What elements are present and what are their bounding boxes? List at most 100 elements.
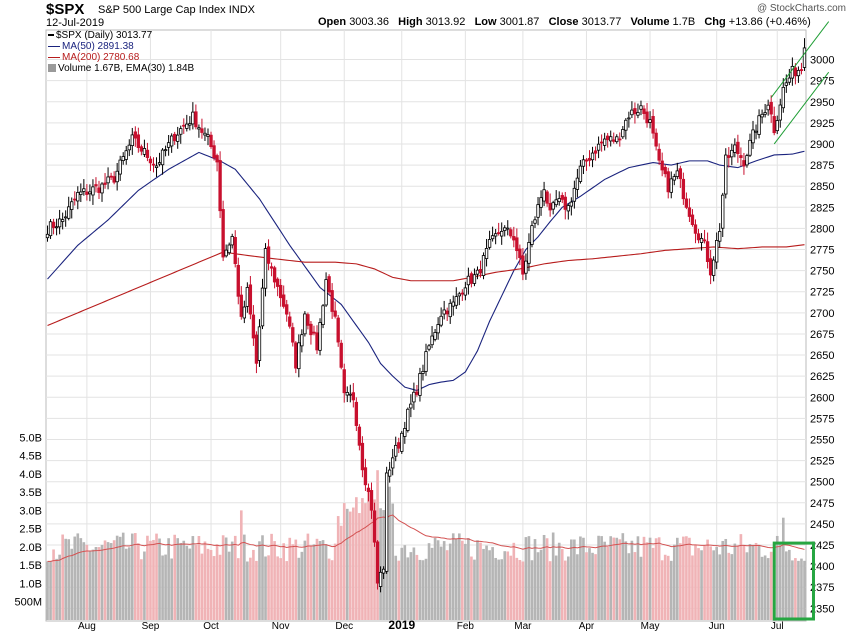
volume-bar	[433, 537, 437, 620]
legend-price: $SPX (Daily) 3013.77	[48, 30, 152, 41]
volume-bar	[785, 551, 788, 620]
volume-bar	[324, 544, 328, 620]
y-tick-label: 2550	[810, 434, 834, 446]
volume-bar	[775, 535, 779, 620]
volume-bar	[330, 560, 334, 620]
candle-body	[536, 204, 540, 218]
candle-body	[469, 273, 474, 284]
candle-body	[369, 490, 374, 511]
volume-bar	[760, 556, 764, 620]
candle-body	[606, 135, 610, 141]
volume-bar	[288, 537, 292, 620]
candle-body	[182, 124, 186, 127]
candle-body	[651, 116, 655, 134]
candle-body	[85, 191, 89, 195]
volume-bar	[179, 542, 183, 620]
candle-body	[354, 401, 359, 426]
candle-body	[463, 287, 468, 296]
close-value: 3013.77	[581, 16, 622, 28]
volume-bar	[273, 541, 276, 620]
candle-body	[736, 141, 740, 155]
volume-bar	[370, 491, 373, 620]
volume-bar	[391, 503, 395, 620]
candle-body	[136, 134, 141, 148]
volume-bar	[633, 552, 637, 620]
volume-bar	[239, 510, 243, 620]
candle-body	[151, 163, 156, 166]
volume-bar	[627, 553, 631, 620]
candle-body	[342, 369, 346, 394]
volume-bar	[697, 548, 700, 620]
volume-bar	[345, 508, 349, 620]
candle-body	[160, 149, 165, 166]
volume-bar	[566, 556, 570, 620]
volume-bar	[339, 525, 343, 620]
volume-bar	[58, 554, 61, 620]
y-tick-label: 2350	[810, 603, 834, 615]
candle-body	[166, 142, 171, 148]
volume-bar	[146, 535, 149, 620]
volume-bar	[570, 539, 573, 620]
y-tick-label: 2950	[810, 97, 834, 109]
volume-bar	[270, 533, 273, 620]
candle-body	[79, 191, 83, 195]
candle-body	[372, 510, 377, 543]
volume-bar	[778, 542, 782, 620]
volume-bar	[485, 545, 488, 620]
candle-body	[130, 134, 134, 147]
candle-body	[163, 149, 168, 152]
volume-bar	[745, 552, 749, 620]
volume-bar	[321, 540, 325, 620]
candle-body	[318, 322, 322, 351]
candle-body	[624, 119, 628, 131]
volume-tick-label: 1.0B	[19, 578, 42, 590]
volume-bar	[137, 543, 140, 620]
volume-bar	[155, 533, 158, 620]
volume-bar	[703, 545, 706, 620]
candle-body	[705, 241, 710, 262]
y-tick-label: 2600	[810, 392, 834, 404]
candle-body	[424, 351, 428, 372]
candle-body	[778, 104, 782, 121]
volume-bar	[243, 534, 246, 620]
volume-bar	[442, 541, 446, 620]
candle-body	[763, 112, 767, 115]
legend-ma50: MA(50) 2891.38	[48, 41, 134, 52]
candle-body	[757, 115, 761, 135]
candle-body	[433, 332, 437, 340]
volume-bar	[379, 508, 382, 620]
volume-bar	[106, 542, 110, 620]
candle-body	[436, 324, 440, 334]
volume-bar	[615, 537, 619, 620]
volume-bar	[794, 558, 797, 620]
volume-bar	[454, 539, 458, 620]
volume-bar	[121, 532, 125, 620]
volume-bar	[327, 558, 331, 620]
volume-bar	[491, 547, 494, 620]
candle-body	[73, 198, 77, 201]
volume-bar	[367, 491, 370, 620]
volume-bar	[236, 558, 240, 620]
candle-body	[109, 175, 113, 178]
volume-bar	[215, 544, 219, 620]
x-tick-label: Jun	[709, 621, 725, 632]
candle-body	[142, 148, 147, 155]
volume-bar	[224, 537, 228, 620]
candle-body	[730, 149, 734, 158]
candle-body	[660, 160, 664, 171]
candle-body	[684, 198, 689, 208]
candle-body	[500, 230, 504, 237]
x-tick-label: May	[641, 621, 660, 632]
candle-body	[327, 276, 331, 293]
candle-body	[675, 170, 679, 177]
ma50-line	[47, 150, 805, 392]
candle-body	[139, 146, 144, 152]
volume-bar	[788, 549, 791, 620]
volume-bar	[557, 542, 561, 620]
candle-body	[194, 111, 198, 128]
candle-body	[687, 207, 692, 217]
candle-body	[539, 197, 543, 208]
volume-bar	[161, 555, 164, 620]
candle-body	[657, 148, 661, 161]
